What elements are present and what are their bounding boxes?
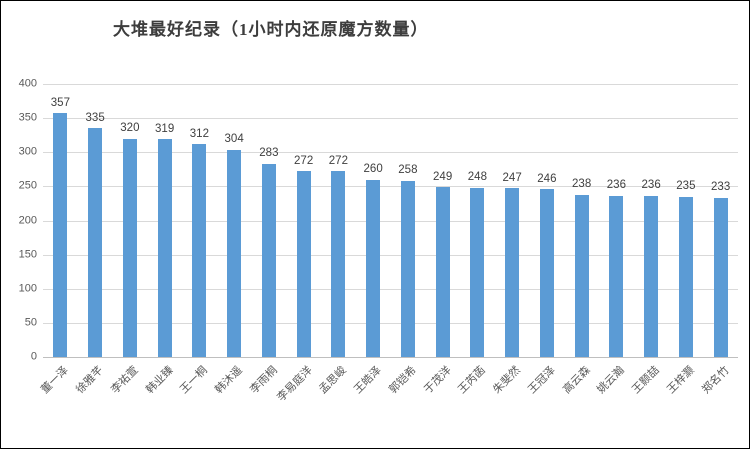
y-axis-tick-label: 300: [18, 145, 37, 158]
bar-value-label: 304: [224, 133, 244, 146]
bar: [53, 113, 68, 357]
x-axis-label: 韩业臻: [143, 364, 176, 397]
x-axis-label: 姚云瀚: [595, 364, 628, 397]
bar: [435, 187, 450, 357]
bar: [644, 195, 659, 357]
bar: [609, 195, 624, 357]
gridline: [43, 186, 738, 188]
y-axis-tick-label: 250: [18, 179, 37, 192]
bar: [157, 139, 172, 357]
x-axis-label: 郭铠希: [386, 364, 419, 397]
gridline: [43, 288, 738, 290]
bar: [296, 171, 311, 357]
bar-value-label: 283: [259, 147, 279, 160]
bar: [574, 194, 589, 357]
bar-value-label: 247: [502, 171, 522, 184]
gridline: [43, 254, 738, 256]
x-axis-label: 王皓泽: [352, 364, 384, 397]
bar: [227, 149, 242, 357]
x-axis-label: 于茂洋: [421, 364, 454, 397]
plot-area: 0 50 100 150 200 250 300 350 400 357 董一泽 335 徐雅芊 320 李…: [19, 78, 738, 404]
bar-value-label: 248: [467, 171, 487, 184]
bar: [400, 180, 415, 357]
bar-value-label: 236: [641, 179, 661, 192]
gridline: [43, 357, 738, 358]
x-axis-label: 王芮菡: [456, 364, 489, 397]
x-axis-label: 徐雅芊: [74, 364, 106, 397]
bar: [470, 187, 485, 357]
bar-value-label: 319: [155, 122, 175, 135]
gridline: [43, 322, 738, 324]
y-axis-tick-label: 50: [24, 316, 37, 329]
x-axis-label: 韩沐遥: [213, 364, 245, 397]
bar-value-label: 320: [120, 122, 140, 135]
x-axis-label: 孟思峻: [317, 364, 350, 397]
bar-value-label: 233: [711, 181, 731, 194]
bar: [366, 179, 381, 357]
x-axis-label: 王梓灏: [664, 364, 697, 397]
y-axis-tick-label: 350: [18, 111, 37, 124]
bar-value-label: 235: [676, 180, 696, 193]
bar-value-label: 272: [294, 154, 314, 167]
bar-value-label: 312: [189, 127, 209, 140]
y-axis-tick-label: 0: [30, 350, 37, 363]
bar: [331, 171, 346, 357]
y-axis-tick-label: 400: [18, 77, 37, 90]
gridline: [43, 84, 738, 85]
bar-value-label: 258: [398, 164, 418, 177]
x-axis-label: 王冠泽: [525, 364, 558, 397]
bar: [713, 197, 728, 357]
x-axis-label: 朱斐然: [491, 364, 523, 397]
bar: [192, 144, 207, 357]
x-axis-label: 李祐萱: [108, 364, 141, 397]
bar-value-label: 272: [328, 154, 348, 167]
y-axis-tick-label: 100: [18, 282, 37, 295]
x-axis-label: 高云森: [560, 364, 593, 397]
bar: [505, 188, 520, 357]
x-axis-label: 王颢喆: [630, 364, 662, 397]
gridline: [43, 152, 738, 154]
x-axis-label: 李易庭洋: [274, 364, 315, 404]
y-axis-tick-label: 200: [18, 214, 37, 226]
bar-value-label: 260: [363, 163, 383, 176]
bar-value-label: 246: [537, 172, 557, 185]
x-axis-label: 李雨桐: [247, 364, 280, 397]
bar: [261, 163, 276, 357]
bar: [539, 189, 554, 357]
bar-value-label: 249: [433, 170, 453, 183]
bar-value-label: 238: [572, 178, 592, 191]
bar-value-label: 335: [85, 111, 105, 124]
x-axis-label: 郑名竹: [699, 364, 732, 397]
gridline: [43, 220, 738, 222]
bar: [678, 196, 693, 357]
gridline: [43, 118, 738, 120]
bar-value-label: 357: [50, 96, 70, 109]
bar-value-label: 236: [606, 179, 626, 192]
x-axis-label: 王一桐: [178, 364, 211, 397]
x-axis-label: 董一泽: [39, 364, 72, 397]
bar: [88, 128, 103, 357]
chart-title: 大堆最好纪录（1小时内还原魔方数量）: [113, 20, 429, 39]
bar: [122, 138, 137, 357]
y-axis-tick-label: 150: [18, 248, 37, 261]
